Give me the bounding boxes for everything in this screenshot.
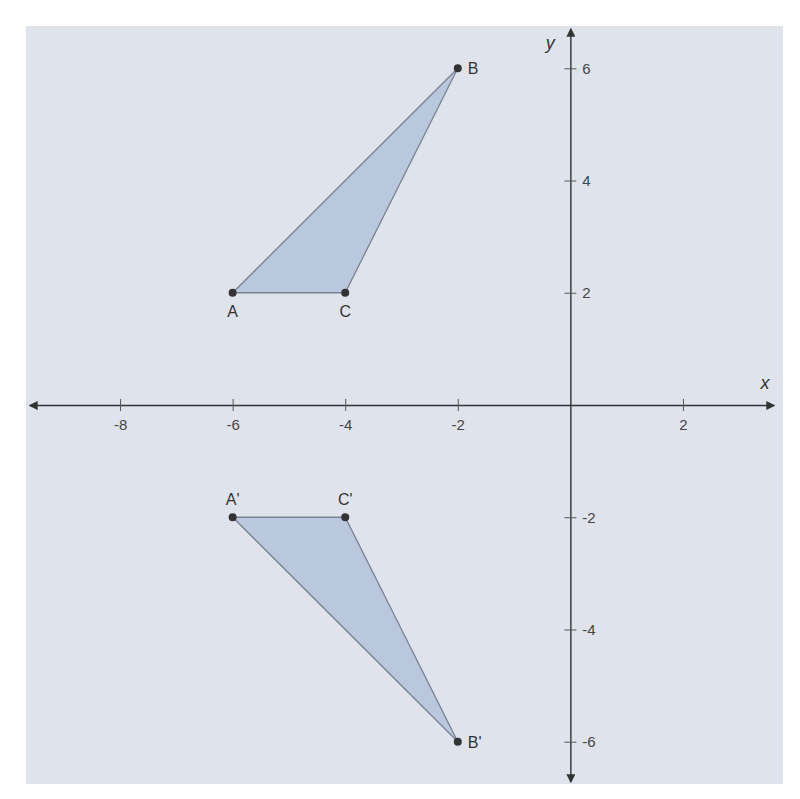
tick-label: 2: [582, 284, 590, 301]
tick-mark: [564, 181, 576, 182]
tick-label: -4: [582, 621, 595, 638]
tick-label: 6: [582, 60, 590, 77]
tick: -6: [226, 399, 239, 433]
tick-mark: [564, 629, 576, 630]
vertex-label: B': [468, 734, 482, 751]
tick-mark: [564, 293, 576, 294]
tick: 2: [679, 399, 687, 433]
vertex-label: B: [468, 60, 479, 77]
tick: 2: [564, 284, 590, 301]
plot-background: [26, 26, 783, 784]
tick-label: -6: [226, 416, 239, 433]
tick: 6: [564, 60, 590, 77]
tick-label: -6: [582, 733, 595, 750]
tick: -4: [339, 399, 352, 433]
tick-mark: [564, 68, 576, 69]
tick-label: -2: [452, 416, 465, 433]
tick-mark: [564, 742, 576, 743]
vertices: [229, 64, 462, 745]
vertex: [341, 289, 349, 297]
triangle: [233, 68, 458, 292]
vertex: [454, 738, 462, 746]
tick-mark: [564, 517, 576, 518]
vertex-label: C: [339, 303, 351, 320]
tick-mark: [120, 399, 121, 411]
chart: -8 -6 -4 -2 2 -6 -4 -2 2 4 6 x y A B C A' B' C': [0, 0, 800, 799]
x-axis-title: x: [760, 373, 771, 393]
tick-mark: [233, 399, 234, 411]
tick-mark: [683, 399, 684, 411]
x-axis: -8 -6 -4 -2 2: [31, 399, 774, 433]
tick: -6: [564, 733, 595, 750]
triangle: [233, 517, 458, 741]
tick-label: -8: [114, 416, 127, 433]
tick: -4: [564, 621, 595, 638]
tick-label: 4: [582, 172, 590, 189]
tick-label: 2: [679, 416, 687, 433]
tick: -8: [114, 399, 127, 433]
tick-mark: [345, 399, 346, 411]
axis-line: [570, 30, 571, 782]
vertex: [454, 64, 462, 72]
vertex-labels: A B C A' B' C': [226, 60, 482, 750]
vertex-label: C': [338, 491, 353, 508]
tick: -2: [564, 509, 595, 526]
tick-mark: [458, 399, 459, 411]
tick-label: -4: [339, 416, 352, 433]
vertex: [229, 289, 237, 297]
vertex-label: A': [226, 491, 240, 508]
tick: 4: [564, 172, 590, 189]
vertex: [229, 513, 237, 521]
tick: -2: [452, 399, 465, 433]
axis-line: [31, 405, 774, 406]
y-axis: -6 -4 -2 2 4 6: [564, 30, 595, 782]
tick-label: -2: [582, 509, 595, 526]
vertex: [341, 513, 349, 521]
y-axis-title: y: [544, 33, 556, 53]
vertex-label: A: [227, 303, 238, 320]
